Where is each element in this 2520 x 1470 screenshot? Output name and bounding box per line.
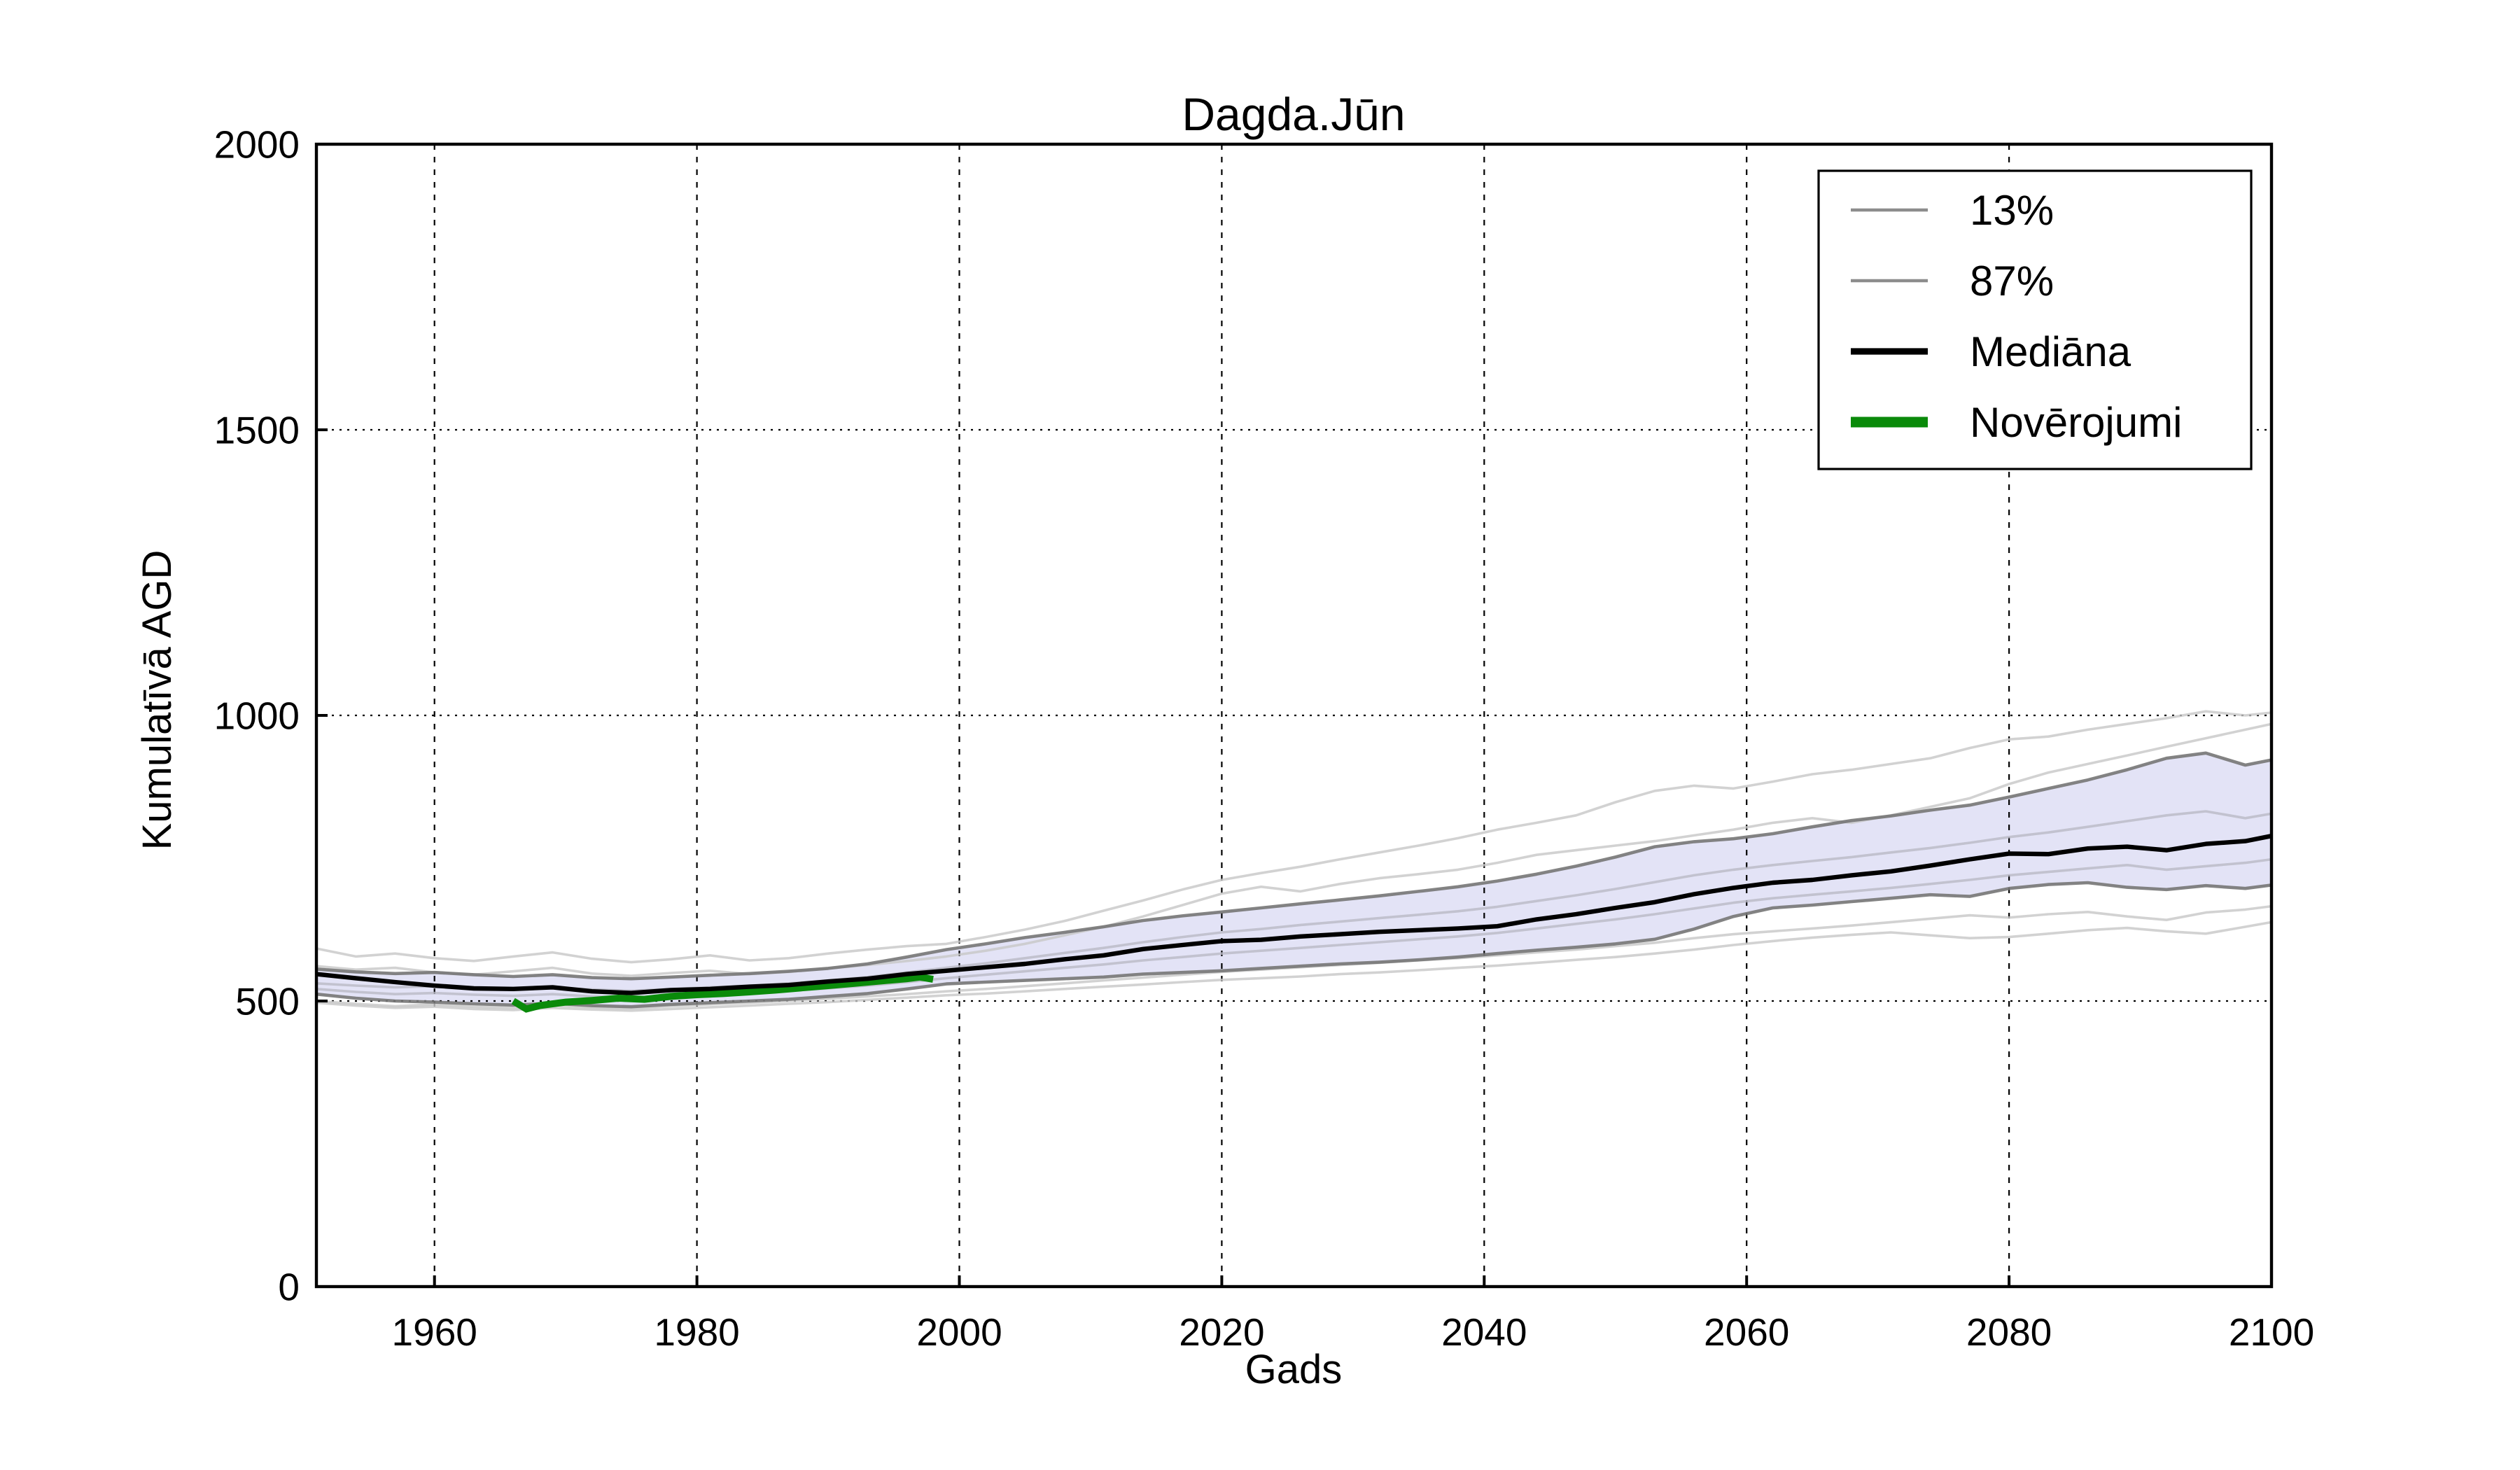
x-tick-label-2080: 2080 [1966,1310,2052,1354]
axes-layer [314,142,2274,1289]
y-tick-label-2000: 2000 [214,122,300,166]
y-axis-label: Kumulatīvā AGD [134,550,180,850]
tick-label-layer: 1960 1980 2000 2020 2040 2060 2080 2100 0 500 1000… [214,122,2315,1354]
x-tick-label-2100: 2100 [2229,1310,2314,1354]
series-line-median [316,834,2272,995]
x-tick-label-1980: 1980 [654,1310,739,1354]
tick-marks [316,143,2273,1288]
x-axis-label: Gads [1245,1347,1343,1392]
quantile-band [316,752,2272,1007]
series-line-ensemble-1 [316,710,2272,964]
x-tick-label-2020: 2020 [1179,1310,1264,1354]
series-line-13% [316,881,2272,1009]
x-tick-label-2000: 2000 [916,1310,1002,1354]
y-tick-label-1000: 1000 [214,694,300,737]
legend-label-Novērojumi: Novērojumi [1970,399,2182,446]
series-line-87% [316,751,2272,981]
x-tick-label-1960: 1960 [392,1310,477,1354]
legend-label-13%: 13% [1970,187,2054,234]
x-tick-label-2040: 2040 [1441,1310,1527,1354]
legend-label-Mediāna: Mediāna [1970,328,2132,375]
y-tick-label-1500: 1500 [214,408,300,451]
series-line-observations [511,973,934,1013]
series-line-ensemble-4 [316,920,2272,1012]
quantile-band-layer [316,752,2272,1007]
series-line-ensemble-2 [316,722,2272,977]
legend: 13% 87% Mediāna Novērojumi [1817,169,2253,470]
y-tick-label-0: 0 [278,1265,300,1308]
series-layer [316,710,2272,1013]
y-tick-label-500: 500 [235,979,300,1023]
x-tick-label-2060: 2060 [1704,1310,1789,1354]
chart-title: Dagda.Jūn [1182,88,1405,140]
legend-label-87%: 87% [1970,258,2054,304]
